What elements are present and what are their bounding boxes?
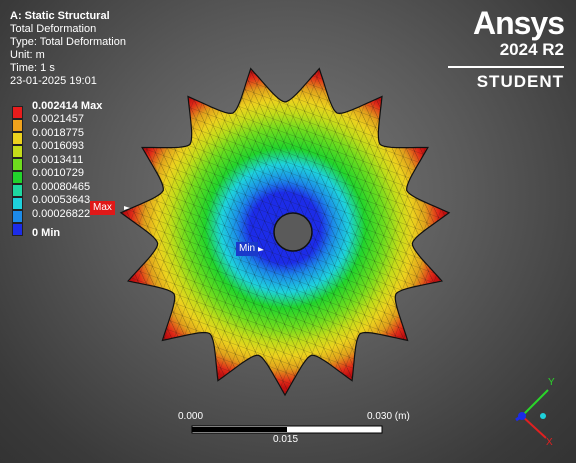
- legend-label: 0.00053643: [32, 194, 91, 206]
- max-probe-pointer: [124, 206, 130, 210]
- legend-label-min: 0 Min: [32, 227, 61, 239]
- legend-swatch: [12, 145, 23, 158]
- legend-swatch: [12, 106, 23, 119]
- legend-label: 0.0013411: [32, 154, 84, 166]
- triad-x-label: X: [546, 437, 553, 448]
- triad-y-label: Y: [548, 377, 555, 388]
- legend-label: 0.0018775: [32, 127, 84, 139]
- legend-swatch: [12, 119, 23, 132]
- legend-label: 0.00026822: [32, 208, 91, 220]
- coordinate-triad[interactable]: [515, 389, 549, 439]
- legend-swatch: [12, 158, 23, 171]
- legend-swatch: [12, 171, 23, 184]
- result-name: Total Deformation: [10, 23, 97, 35]
- legend-swatch: [12, 210, 23, 223]
- result-date: 23-01-2025 19:01: [10, 75, 97, 87]
- max-probe-label[interactable]: Max: [90, 201, 115, 215]
- scale-mid-label: 0.015: [273, 434, 299, 445]
- legend-swatch: [12, 132, 23, 145]
- legend-label: 0.0016093: [32, 140, 84, 152]
- result-unit: Unit: m: [10, 49, 45, 61]
- brand-divider: [448, 66, 564, 68]
- min-probe-label[interactable]: Min: [236, 242, 259, 256]
- legend-label: 0.0021457: [32, 113, 84, 125]
- ansys-logo: Ansys 2024 R2 STUDENT: [448, 5, 565, 92]
- scale-end-label: 0.030 (m): [367, 411, 410, 422]
- brand-edition: STUDENT: [476, 72, 564, 91]
- scale-bar: [191, 425, 383, 434]
- brand-version: 2024 R2: [499, 40, 564, 59]
- legend-label-max: 0.002414 Max: [32, 100, 103, 112]
- brand-name: Ansys: [472, 5, 565, 41]
- result-type: Type: Total Deformation: [10, 36, 126, 48]
- scale-start-label: 0.000: [178, 411, 204, 422]
- result-info: A: Static Structural Total Deformation T…: [10, 10, 126, 88]
- gear-bore-hole: [273, 212, 313, 252]
- legend-label: 0.00080465: [32, 181, 91, 193]
- legend-swatch: [12, 184, 23, 197]
- result-time: Time: 1 s: [10, 62, 55, 74]
- analysis-title: A: Static Structural: [10, 10, 110, 22]
- legend-swatch: [12, 223, 23, 236]
- legend-label: 0.0010729: [32, 167, 84, 179]
- legend-swatch: [12, 197, 23, 210]
